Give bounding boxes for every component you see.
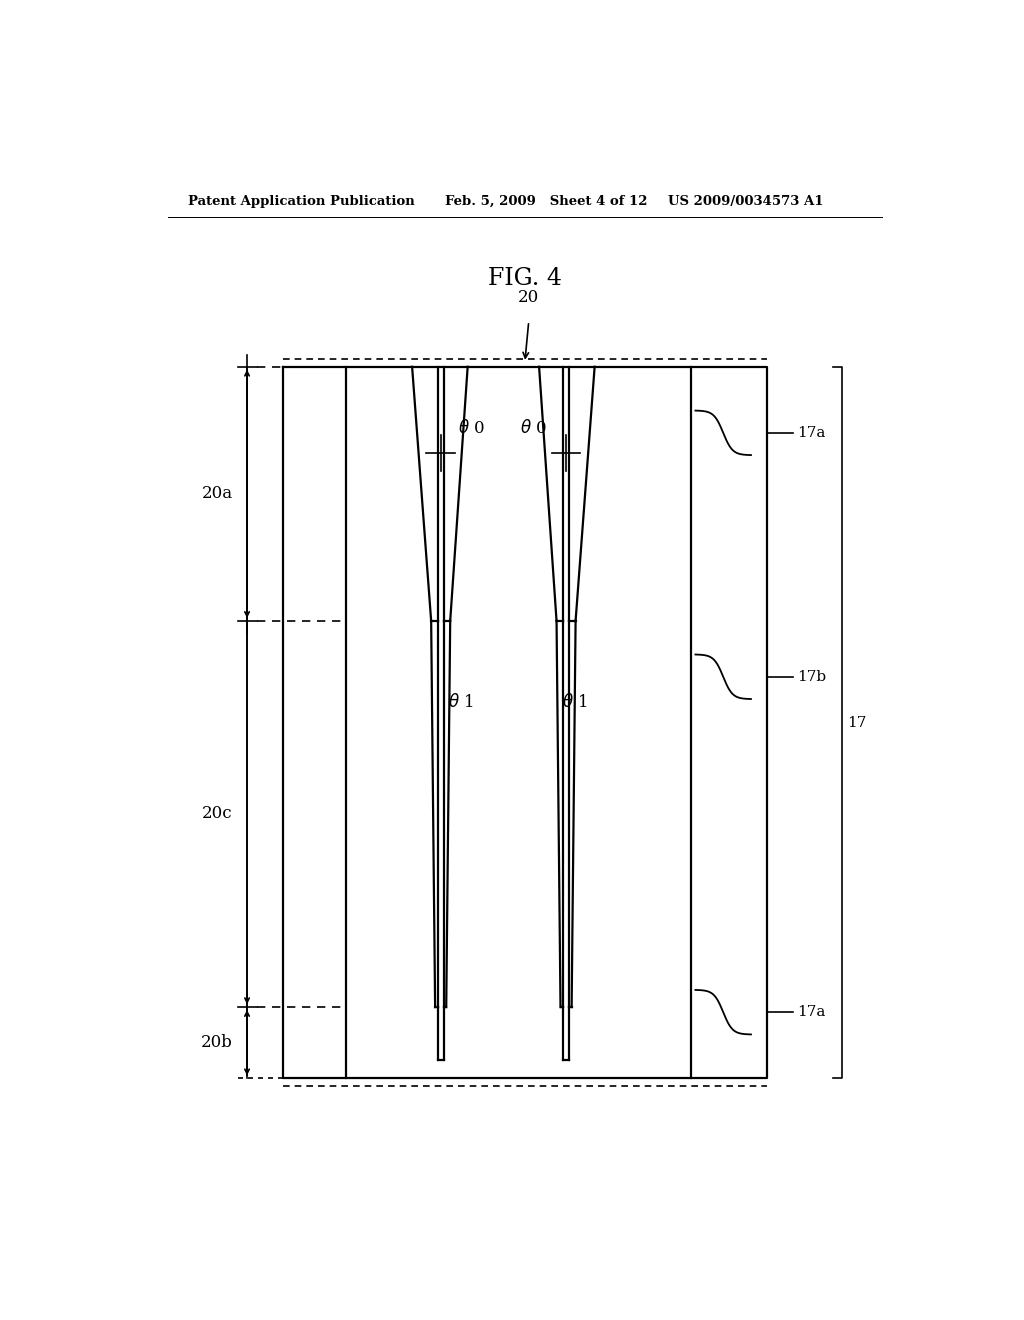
Text: 20: 20 (518, 289, 540, 306)
Text: Patent Application Publication: Patent Application Publication (187, 194, 415, 207)
Text: 20a: 20a (202, 486, 232, 503)
Text: 17b: 17b (797, 669, 826, 684)
Text: $\theta$ 1: $\theta$ 1 (447, 693, 473, 711)
Text: 20c: 20c (202, 805, 232, 822)
Text: Feb. 5, 2009   Sheet 4 of 12: Feb. 5, 2009 Sheet 4 of 12 (445, 194, 648, 207)
Text: 17a: 17a (797, 426, 825, 440)
Text: 17: 17 (847, 715, 866, 730)
Text: 20b: 20b (201, 1034, 232, 1051)
Text: $\theta$ 1: $\theta$ 1 (562, 693, 588, 711)
Text: FIG. 4: FIG. 4 (487, 267, 562, 290)
Text: US 2009/0034573 A1: US 2009/0034573 A1 (668, 194, 823, 207)
Text: $\theta$ 0: $\theta$ 0 (458, 418, 485, 437)
Text: $\theta$ 0: $\theta$ 0 (520, 418, 547, 437)
Text: 17a: 17a (797, 1005, 825, 1019)
